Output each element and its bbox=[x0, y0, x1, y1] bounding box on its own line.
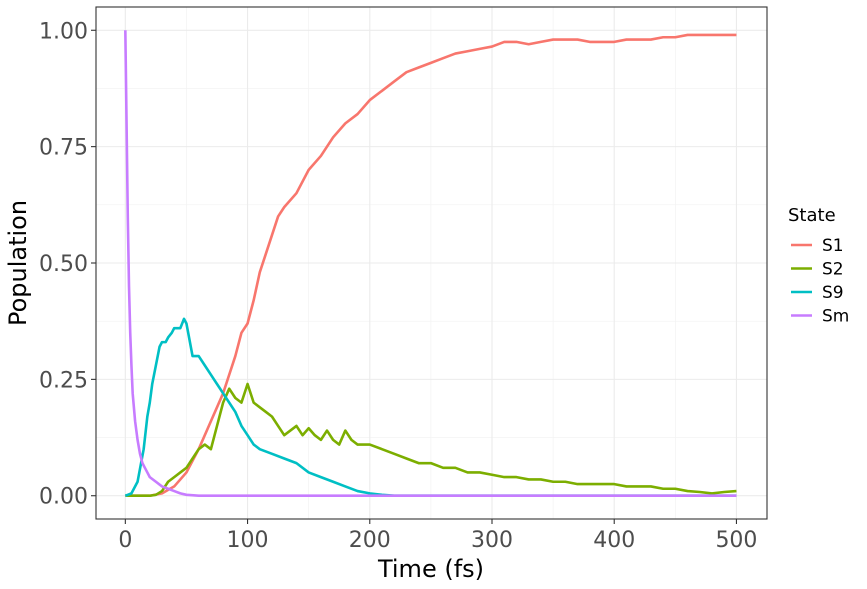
legend-label-sm: Sm bbox=[822, 307, 849, 327]
legend: State S1 S2 S9 Sm bbox=[788, 205, 849, 327]
y-tick-label: 0.75 bbox=[39, 136, 88, 161]
series-lines bbox=[124, 30, 737, 498]
legend-label-s1: S1 bbox=[822, 236, 844, 256]
y-tick-label: 0.00 bbox=[39, 485, 88, 510]
x-tick-label: 0 bbox=[118, 528, 132, 553]
series-line-s9 bbox=[124, 317, 737, 498]
x-tick-label: 200 bbox=[349, 528, 391, 553]
legend-label-s2: S2 bbox=[822, 260, 844, 280]
axis-ticks: 0 100 200 300 400 500 0.00 0.25 0.50 0.75 1.00 bbox=[39, 19, 757, 553]
series-line-sm bbox=[124, 30, 737, 498]
x-tick-label: 300 bbox=[471, 528, 513, 553]
y-tick-label: 0.25 bbox=[39, 368, 88, 393]
series-line-s1 bbox=[125, 33, 737, 498]
x-axis-title: Time (fs) bbox=[377, 555, 484, 583]
legend-title: State bbox=[788, 205, 836, 226]
x-tick-label: 100 bbox=[227, 528, 269, 553]
legend-label-s9: S9 bbox=[822, 283, 844, 303]
y-axis-title: Population bbox=[4, 200, 32, 326]
x-tick-label: 500 bbox=[715, 528, 757, 553]
series-line-s2 bbox=[125, 382, 737, 498]
y-tick-label: 0.50 bbox=[39, 252, 88, 277]
y-tick-label: 1.00 bbox=[39, 19, 88, 44]
x-tick-label: 400 bbox=[593, 528, 635, 553]
